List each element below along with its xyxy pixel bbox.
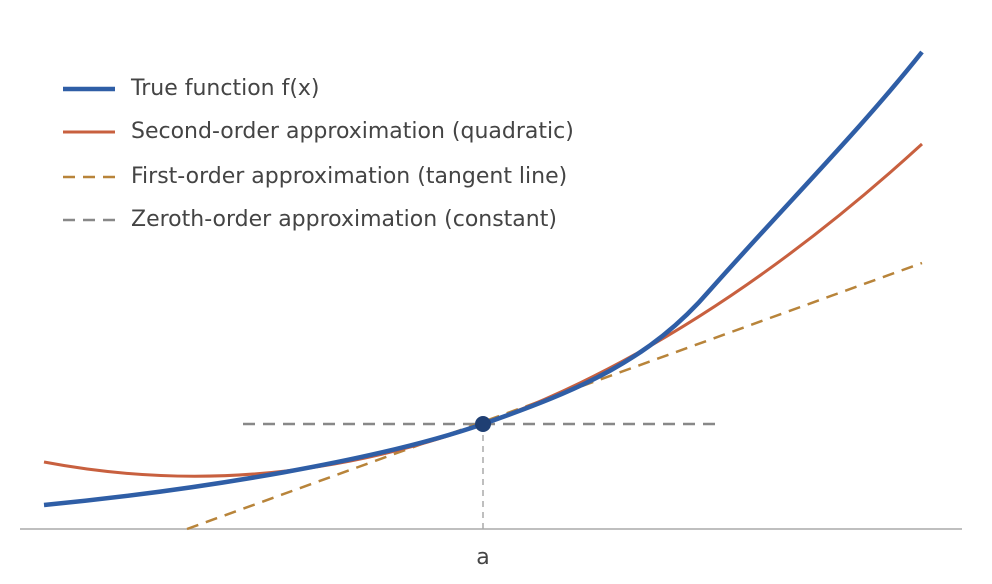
legend-label: True function f(x): [130, 76, 320, 101]
expansion-point: [475, 416, 491, 432]
legend-label: First-order approximation (tangent line): [131, 164, 567, 189]
axis-label: a: [476, 545, 489, 570]
legend-label: Second-order approximation (quadratic): [131, 119, 574, 144]
legend-label: Zeroth-order approximation (constant): [131, 207, 557, 232]
true-function-curve: [43, 50, 924, 508]
legend: True function f(x) Second-order approxim…: [63, 76, 574, 232]
